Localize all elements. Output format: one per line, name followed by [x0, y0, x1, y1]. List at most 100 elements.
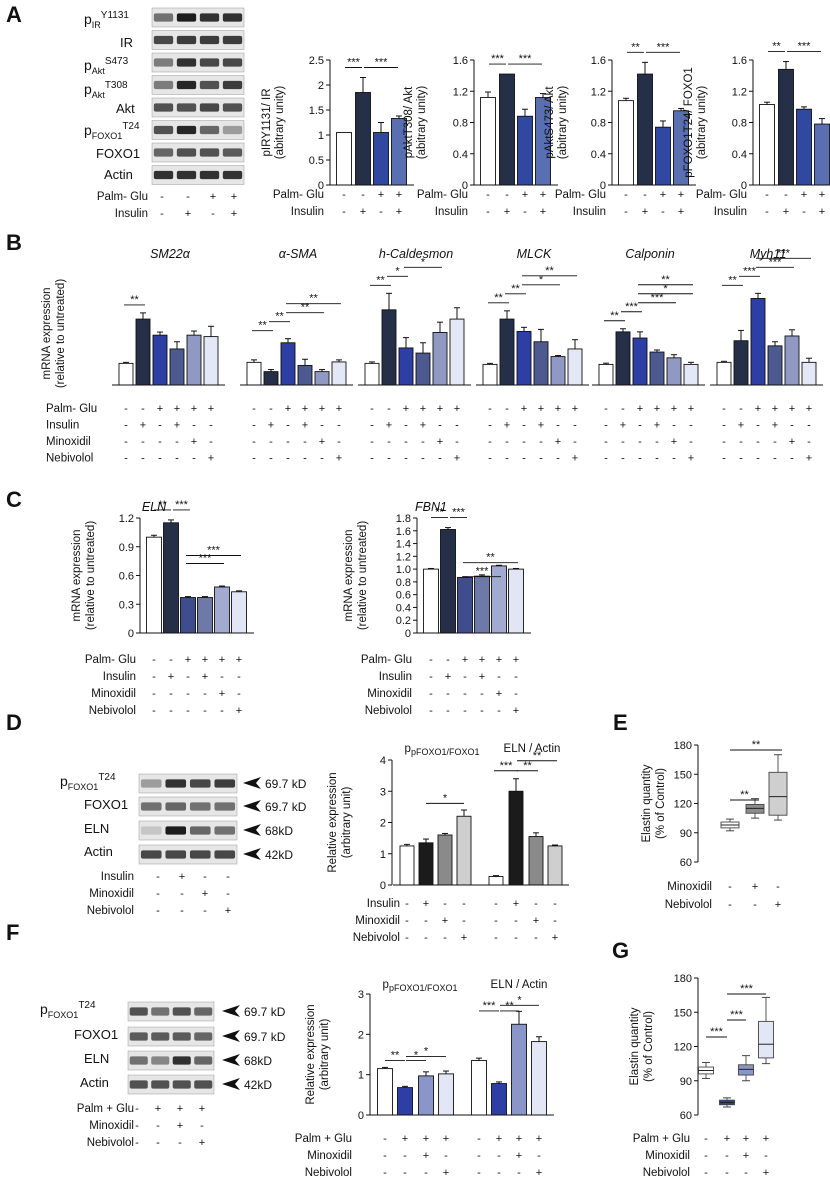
blot-A-row-band — [222, 58, 243, 67]
chart-C1-sign: - — [220, 671, 224, 683]
blot-D-row-band — [165, 802, 187, 811]
chart-E-tick-label: 150 — [674, 769, 692, 781]
chart-A4-ylabel: (abitrary unity) — [696, 86, 708, 160]
chart-B-5-bar — [801, 361, 817, 386]
chart-D-sign: - — [494, 898, 498, 910]
chart-B-5-bar — [750, 298, 766, 386]
chart-F-bar — [438, 1073, 454, 1116]
chart-A1-tick-label: 1 — [318, 130, 324, 142]
panel-D-sign: - — [203, 871, 207, 883]
panel-A-sign: - — [160, 208, 164, 220]
chart-C1-bar — [180, 597, 196, 634]
chart-C2-sign: - — [446, 654, 450, 666]
blot-D-row-strip — [138, 844, 238, 865]
panel-D-row-label: Insulin — [101, 871, 134, 883]
kd-label: 69.7 kD — [244, 1005, 286, 1019]
chart-G-sig-label: *** — [730, 1009, 744, 1021]
chart-F-bar — [377, 1068, 393, 1116]
panel-B-sign: - — [252, 436, 256, 448]
panel-B-sign: - — [604, 436, 608, 448]
panel-A-sign: - — [186, 191, 190, 203]
chart-C1-sign: - — [169, 654, 173, 666]
chart-E-sign: - — [753, 899, 757, 911]
chart-C2-sign: - — [429, 654, 433, 666]
blot-A-row-band — [176, 148, 197, 157]
panel-B-sign: - — [387, 403, 391, 415]
chart-A4: 0 0.4 0.8 1.2 1.6 pFOXO1T24/ FOXO1 (abitrary u… — [683, 41, 830, 218]
panel-letter-E: E — [613, 710, 628, 735]
chart-B-5-sig-label: ** — [728, 274, 737, 286]
chart-A2: 0 0.4 0.8 1.2 1.6 pAktT308/ Akt (abitrary unit… — [403, 53, 558, 218]
chart-G-row-label: Nebivolol — [643, 1167, 690, 1179]
chart-B-4-sig-label: ** — [661, 274, 670, 286]
chart-A1-tick-label: 0 — [318, 180, 324, 192]
chart-C2-row-label: Minoxidil — [367, 688, 412, 700]
chart-C2-tick-label: 1.2 — [396, 551, 411, 563]
chart-A2-tick-label: 1.6 — [453, 55, 468, 67]
chart-B-5-bar — [716, 361, 732, 386]
panel-B-sign: + — [157, 403, 163, 415]
chart-D-ylabel: (arbitrary unit) — [341, 787, 353, 859]
chart-C2-tick-label: 1.4 — [396, 539, 411, 551]
panel-B-sign: + — [572, 403, 578, 415]
panel-B-sign: - — [252, 453, 256, 465]
chart-D-group-title: ppFOXO1/FOXO1 — [405, 743, 480, 757]
chart-A1-ylabel: pIRY1131/ IR — [261, 89, 273, 157]
chart-F-bar — [511, 1023, 527, 1116]
chart-A2-sign: + — [522, 189, 528, 201]
blot-A-row-band — [153, 170, 174, 180]
chart-A3-sign: - — [624, 189, 628, 201]
chart-A1-row-label: Insulin — [291, 206, 324, 218]
chart-E-sign: - — [776, 881, 780, 893]
chart-C1-bar — [231, 591, 247, 634]
chart-C2-bar — [491, 565, 507, 634]
chart-A3-ylabel: pAktS473/ Akt — [544, 86, 556, 159]
chart-A2-tick-label: 0 — [462, 180, 468, 192]
chart-C2-tick-label: 1.0 — [396, 564, 411, 576]
chart-C1-sig-label: *** — [207, 545, 221, 557]
panel-B-sign: - — [488, 453, 492, 465]
chart-E: 60 90 120 150 180 Elastin quantity (% of Contr… — [641, 739, 788, 911]
chart-F-bar — [418, 1075, 434, 1116]
chart-D-bar — [399, 845, 415, 886]
panel-B-sign: - — [539, 453, 543, 465]
panel-D-row-label: Nebivolol — [87, 905, 134, 917]
chart-F-group-title: ELN / Actin — [491, 979, 548, 991]
chart-F-bar — [471, 1060, 487, 1116]
condition-rows-A: Palm- Glu - - + +Insulin - + - + — [97, 191, 237, 220]
panel-D-sign: + — [225, 905, 231, 917]
kd-arrow — [222, 1054, 240, 1066]
western-blot-A — [151, 7, 245, 185]
gene-title: MLCK — [517, 247, 552, 261]
chart-B-1-sig-label: ** — [309, 293, 318, 305]
chart-D-sign: + — [533, 915, 539, 927]
chart-G-sign: + — [763, 1133, 769, 1145]
blot-D-row-band — [189, 779, 211, 788]
panel-B-sign: - — [438, 420, 442, 432]
chart-C2-tick-label: 0.4 — [396, 602, 411, 614]
chart-B-4-bar — [632, 337, 648, 386]
gene-title: Calponin — [625, 247, 674, 261]
chart-G-sign: + — [763, 1167, 769, 1179]
chart-C2-bar — [440, 529, 456, 634]
blot-D-row-band — [140, 826, 162, 835]
chart-F-sign: - — [383, 1133, 387, 1145]
panel-B-sign: + — [336, 453, 342, 465]
chart-G-tick-label: 120 — [674, 1042, 692, 1054]
chart-B-5-sig-label: *** — [777, 247, 791, 259]
chart-A2-row-label: Insulin — [435, 206, 468, 218]
panel-F-row-label: Minoxidil — [89, 1120, 134, 1132]
chart-F-bar — [531, 1041, 547, 1116]
blot-A-row-band — [222, 125, 243, 135]
panel-B-sign: - — [556, 453, 560, 465]
chart-D-tick-label: 4 — [380, 755, 386, 767]
chart-G-box — [758, 1020, 774, 1059]
chart-G-tick-label: 60 — [680, 1110, 692, 1122]
chart-B-3-sig-label: ** — [511, 283, 520, 295]
chart-D-sign: - — [424, 932, 428, 944]
chart-A1-tick-label: 1.5 — [309, 105, 324, 117]
chart-C1-row-label: Minoxidil — [91, 688, 136, 700]
panel-B-sign: - — [141, 436, 145, 448]
chart-F-sig-label: * — [414, 1050, 419, 1062]
chart-C1-tick-label: 1.2 — [119, 513, 134, 525]
